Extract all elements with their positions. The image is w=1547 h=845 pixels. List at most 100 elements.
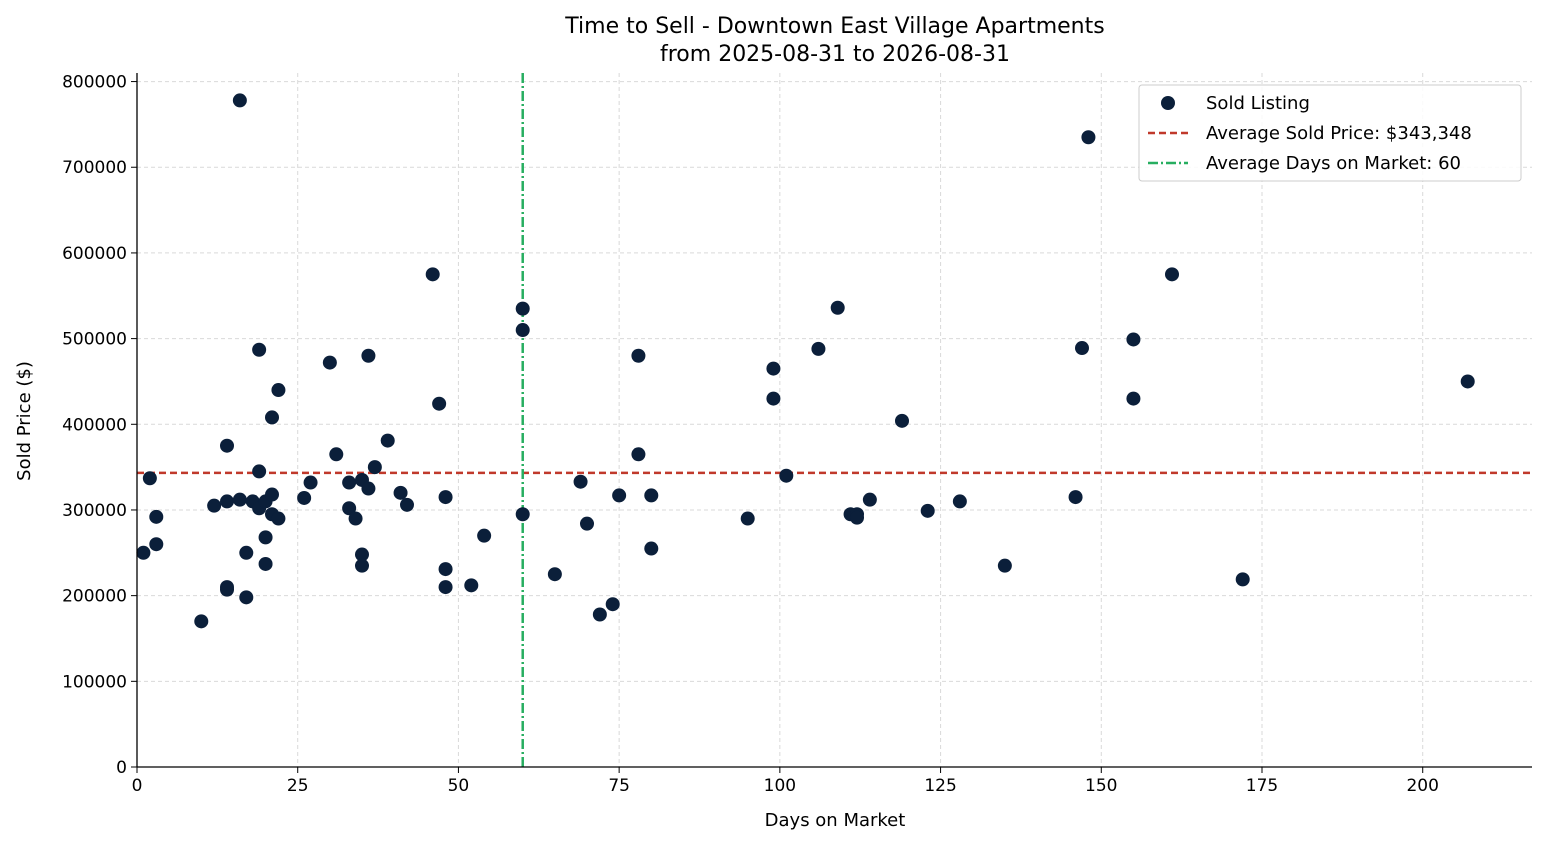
data-point: [477, 528, 492, 543]
data-point: [1460, 374, 1475, 389]
y-tick-label: 400000: [62, 415, 127, 435]
y-tick-label: 300000: [62, 501, 127, 521]
x-tick-label: 150: [1085, 776, 1117, 796]
data-point: [220, 494, 234, 509]
data-point: [329, 447, 344, 462]
data-point: [303, 475, 318, 490]
data-point: [612, 488, 627, 503]
data-point: [258, 556, 273, 571]
data-point: [393, 485, 408, 500]
data-point: [631, 447, 646, 462]
data-point: [1075, 341, 1089, 356]
data-point: [271, 383, 286, 398]
data-point: [342, 501, 357, 516]
data-point: [766, 361, 781, 376]
data-point: [355, 558, 369, 573]
data-point: [779, 468, 794, 483]
data-point: [1068, 490, 1083, 505]
data-point: [265, 487, 279, 502]
data-point: [361, 481, 376, 496]
data-point: [239, 545, 254, 560]
data-point: [438, 580, 453, 595]
data-point: [515, 507, 530, 522]
data-point: [1081, 130, 1096, 145]
data-point: [380, 433, 395, 448]
data-point: [438, 490, 453, 505]
data-point: [342, 475, 357, 490]
data-point: [432, 396, 447, 411]
data-point: [644, 488, 659, 503]
data-point: [573, 474, 588, 489]
data-point: [361, 348, 376, 363]
data-point: [464, 578, 479, 593]
data-point: [580, 516, 594, 531]
y-tick-label: 600000: [62, 244, 127, 264]
data-points: [136, 93, 1475, 629]
data-point: [1126, 391, 1141, 406]
legend-label-avg-price: Average Sold Price: $343,348: [1206, 123, 1472, 144]
x-tick-label: 125: [924, 776, 956, 796]
data-point: [1165, 267, 1179, 282]
data-point: [862, 492, 877, 507]
data-point: [644, 541, 659, 556]
x-tick-label: 0: [132, 776, 143, 796]
data-point: [850, 510, 864, 525]
data-point: [592, 607, 607, 622]
data-point: [952, 494, 967, 509]
data-point: [232, 93, 247, 108]
data-point: [811, 341, 826, 356]
data-point: [438, 562, 453, 577]
data-point: [766, 391, 781, 406]
x-tick-label: 25: [287, 776, 309, 796]
data-point: [997, 558, 1012, 573]
data-point: [252, 342, 267, 357]
legend-label-avg-days: Average Days on Market: 60: [1206, 153, 1461, 174]
data-point: [367, 460, 382, 475]
data-point: [322, 355, 337, 370]
x-axis-label: Days on Market: [765, 810, 906, 831]
data-point: [239, 590, 254, 605]
y-tick-label: 100000: [62, 672, 127, 692]
data-point: [265, 410, 279, 425]
data-point: [194, 614, 209, 629]
data-point: [271, 511, 286, 526]
y-tick-label: 800000: [62, 73, 127, 93]
legend-marker-sold-listing: [1161, 96, 1175, 110]
data-point: [631, 348, 646, 363]
data-point: [515, 323, 530, 338]
data-point: [740, 511, 755, 526]
y-tick-label: 0: [116, 758, 127, 778]
y-axis-label: Sold Price ($): [14, 361, 35, 481]
data-point: [348, 511, 363, 526]
data-point: [1235, 572, 1250, 587]
y-tick-label: 200000: [62, 587, 127, 607]
data-point: [425, 267, 440, 282]
data-point: [252, 464, 267, 479]
data-point: [149, 537, 164, 552]
y-ticks: 0 100000 200000 300000 400000 500000 600000 700…: [62, 73, 137, 778]
legend: Sold Listing Average Sold Price: $343,34…: [1138, 84, 1522, 182]
x-tick-label: 75: [608, 776, 630, 796]
reference-lines: [137, 73, 1532, 767]
x-tick-label: 50: [448, 776, 470, 796]
x-tick-label: 100: [764, 776, 796, 796]
data-point: [400, 497, 414, 512]
data-point: [232, 492, 247, 507]
data-point: [355, 547, 369, 562]
y-tick-label: 700000: [62, 158, 127, 178]
data-point: [258, 530, 273, 545]
chart-subtitle: from 2025-08-31 to 2026-08-31: [660, 42, 1010, 67]
legend-box: [1138, 84, 1522, 182]
data-point: [515, 301, 530, 316]
x-tick-label: 175: [1246, 776, 1278, 796]
x-ticks: 0 25 50 75 100 125 150 175 200: [132, 767, 1439, 796]
data-point: [136, 545, 151, 560]
data-point: [220, 582, 234, 597]
x-tick-label: 200: [1406, 776, 1438, 796]
data-point: [547, 567, 562, 582]
data-point: [297, 490, 312, 505]
axes: [136, 73, 1532, 768]
data-point: [1126, 332, 1141, 347]
data-point: [207, 498, 222, 513]
